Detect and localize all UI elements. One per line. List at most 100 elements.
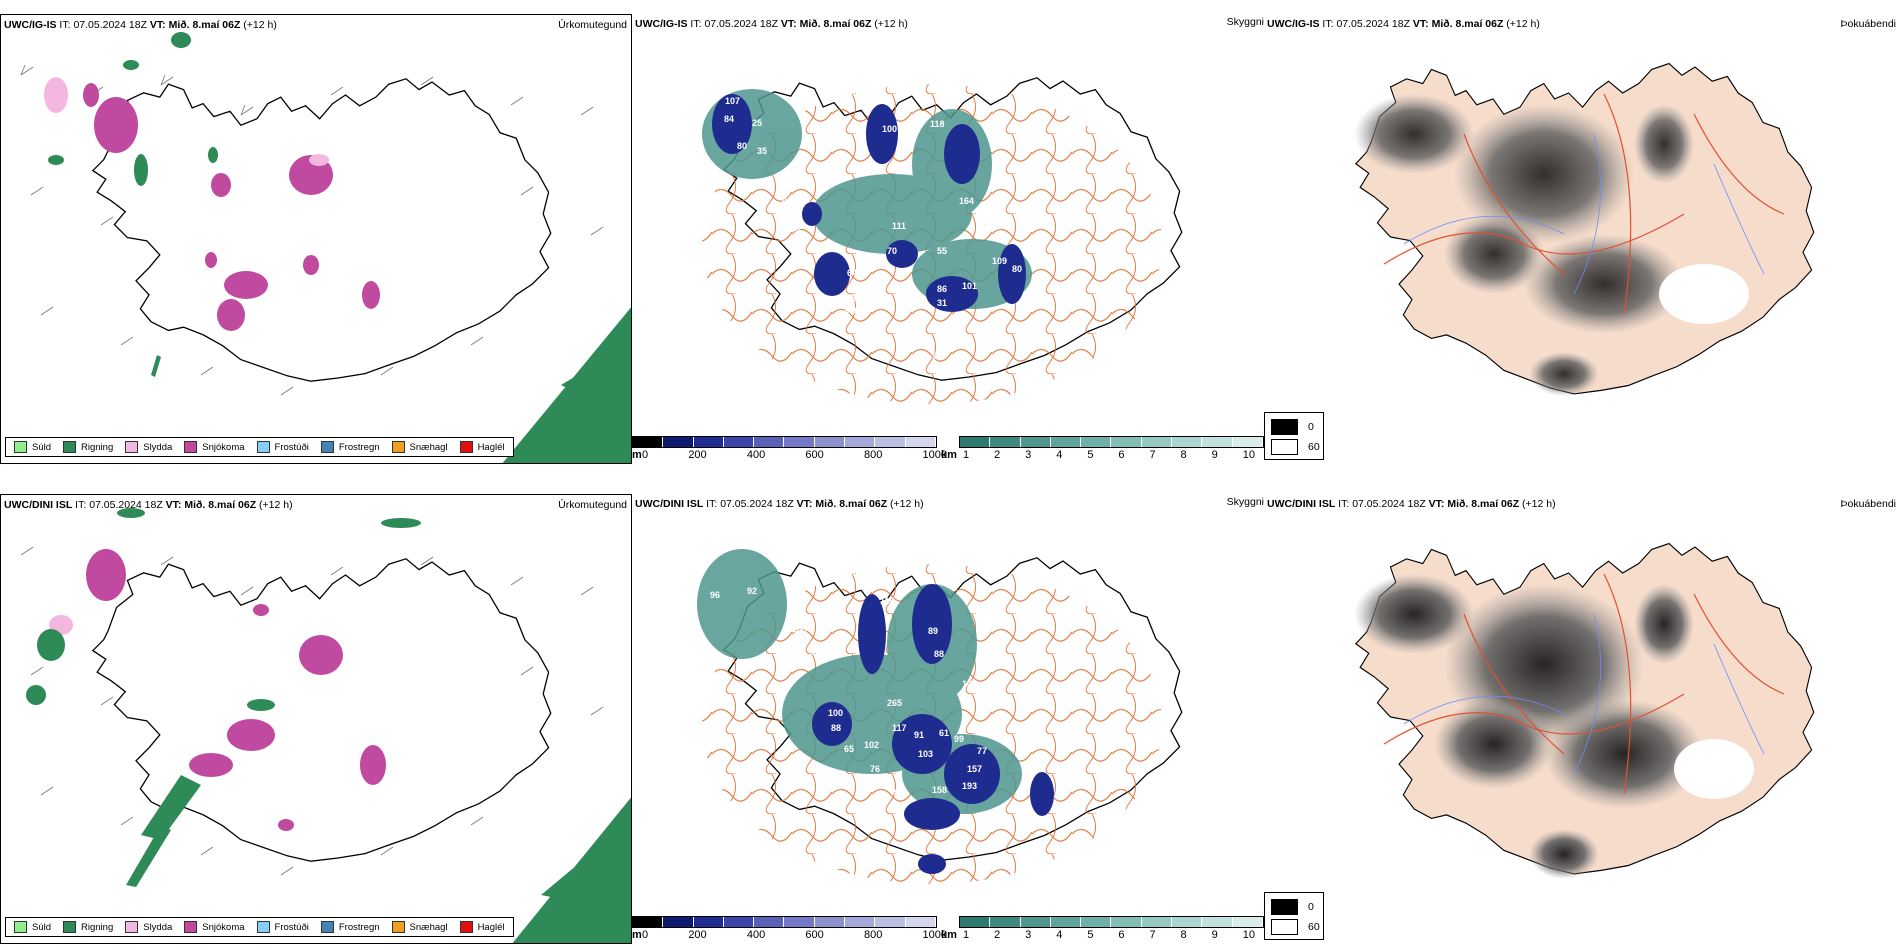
legend-swatch <box>1271 899 1298 915</box>
visibility-unit: km <box>941 929 957 941</box>
legend-item: Slydda <box>125 441 172 453</box>
ceiling-label: 111 <box>892 221 906 231</box>
legend-item: Snæhagl <box>392 441 448 453</box>
ceiling-label: 101 <box>962 281 977 291</box>
fog-map <box>1264 14 1900 464</box>
ceiling-colorbar <box>632 436 937 448</box>
legend-swatch <box>125 441 138 453</box>
ceiling-label: 116 <box>880 596 895 606</box>
ceiling-label: 109 <box>992 256 1007 266</box>
legend-item: Frostregn <box>321 921 380 933</box>
ceiling-ticks: 0 200 400 600 800 1000 <box>642 449 947 461</box>
visibility-unit: km <box>941 449 957 461</box>
ceiling-label: 64 <box>847 268 857 278</box>
legend-item: Snæhagl <box>392 921 448 933</box>
legend-item: Frostúði <box>257 441 309 453</box>
legend-swatch <box>1271 419 1298 435</box>
legend-item: Snjókoma <box>184 921 244 933</box>
legend-swatch <box>14 921 27 933</box>
legend-swatch <box>1271 439 1298 455</box>
legend-item: Haglél <box>460 921 505 933</box>
visibility-map: 107 84 25 80 35 34 89 40 111 70 64 148 2… <box>632 14 1264 434</box>
ceiling-label: 34 <box>782 194 792 204</box>
legend-item: Slydda <box>125 921 172 933</box>
fog-legend-item: 0 <box>1271 899 1314 915</box>
legend-swatch <box>257 921 270 933</box>
ceiling-label: 37 <box>810 646 820 656</box>
ceiling-label: 92 <box>747 586 757 596</box>
ceiling-label: 91 <box>877 791 887 801</box>
ceiling-label: 70 <box>887 246 897 256</box>
ceiling-unit: m <box>632 929 642 941</box>
ceiling-label: 99 <box>954 734 964 744</box>
precip-map <box>1 495 632 944</box>
ceiling-label: 53 <box>982 221 992 231</box>
ceiling-label: 868 <box>844 306 859 316</box>
fog-panel-row1: UWC/IG-IS IT: 07.05.2024 18Z VT: Mið. 8.… <box>1264 14 1900 464</box>
ceiling-label: 61 <box>939 728 949 738</box>
ceiling-label: 91 <box>914 730 924 740</box>
ceiling-label: 103 <box>918 749 933 759</box>
ceiling-label: 86 <box>937 284 947 294</box>
legend-swatch <box>460 921 473 933</box>
legend-swatch <box>321 441 334 453</box>
ceiling-label: 99 <box>932 351 942 361</box>
precip-map <box>1 15 632 464</box>
legend-item: Frostúði <box>257 921 309 933</box>
fog-legend-item: 60 <box>1271 919 1320 935</box>
legend-swatch <box>14 441 27 453</box>
legend-swatch <box>1271 919 1298 935</box>
ceiling-label: 288 <box>792 624 807 634</box>
ceiling-label: 25 <box>752 118 762 128</box>
legend-item: Frostregn <box>321 441 380 453</box>
visibility-panel-row1: UWC/IG-IS IT: 07.05.2024 18Z VT: Mið. 8.… <box>632 14 1264 464</box>
ceiling-label: 88 <box>831 723 841 733</box>
legend-item: Rigning <box>63 441 113 453</box>
visibility-panel-row2: UWC/DINI ISL IT: 07.05.2024 18Z VT: Mið.… <box>632 494 1264 944</box>
ceiling-label: 80 <box>1012 264 1022 274</box>
ceiling-label: 158 <box>932 785 947 795</box>
ceiling-label: 76 <box>870 764 880 774</box>
ceiling-label: 35 <box>757 146 767 156</box>
ceiling-label: 100 <box>828 708 843 718</box>
ceiling-label: 117 <box>892 723 907 733</box>
ceiling-label: 40 <box>800 232 810 242</box>
legend-swatch <box>184 921 197 933</box>
legend-swatch <box>63 441 76 453</box>
legend-item: Haglél <box>460 441 505 453</box>
precip-panel-row1: UWC/IG-IS IT: 07.05.2024 18Z VT: Mið. 8.… <box>0 14 632 464</box>
legend-swatch <box>184 441 197 453</box>
ceiling-label: 100 <box>882 124 897 134</box>
legend-swatch <box>392 921 405 933</box>
ceiling-label: 118 <box>930 119 945 129</box>
ceiling-label: 268 <box>846 293 861 303</box>
visibility-colorbar <box>959 436 1264 448</box>
legend-item: Súld <box>14 441 51 453</box>
ceiling-unit: m <box>632 449 642 461</box>
legend-item: Snjókoma <box>184 441 244 453</box>
ceiling-label: 102 <box>864 740 879 750</box>
legend-item: Súld <box>14 921 51 933</box>
ceiling-label: 84 <box>724 114 734 124</box>
ceiling-label: 157 <box>967 764 982 774</box>
legend-swatch <box>257 441 270 453</box>
ceiling-label: 164 <box>959 196 974 206</box>
fog-legend-item: 0 <box>1271 419 1314 435</box>
ceiling-label: 55 <box>937 246 947 256</box>
ceiling-label: 109 <box>962 679 977 689</box>
visibility-map: 913 96 92 288 37 100 88 65 102 76 117 91… <box>632 494 1264 914</box>
fog-panel-row2: UWC/DINI ISL IT: 07.05.2024 18Z VT: Mið.… <box>1264 494 1900 944</box>
legend-swatch <box>460 441 473 453</box>
fog-map <box>1264 494 1900 944</box>
ceiling-ticks: 0 200 400 600 800 1000 <box>642 929 947 941</box>
ceiling-label: 913 <box>724 508 739 518</box>
fog-legend: 0 60 <box>1264 892 1324 940</box>
legend-swatch <box>63 921 76 933</box>
precip-legend: Súld Rigning Slydda Snjókoma Frostúði Fr… <box>5 437 514 457</box>
ceiling-label: 80 <box>737 141 747 151</box>
ceiling-label: 193 <box>962 781 977 791</box>
ceiling-label: 77 <box>977 746 987 756</box>
ceiling-label: 89 <box>928 626 938 636</box>
